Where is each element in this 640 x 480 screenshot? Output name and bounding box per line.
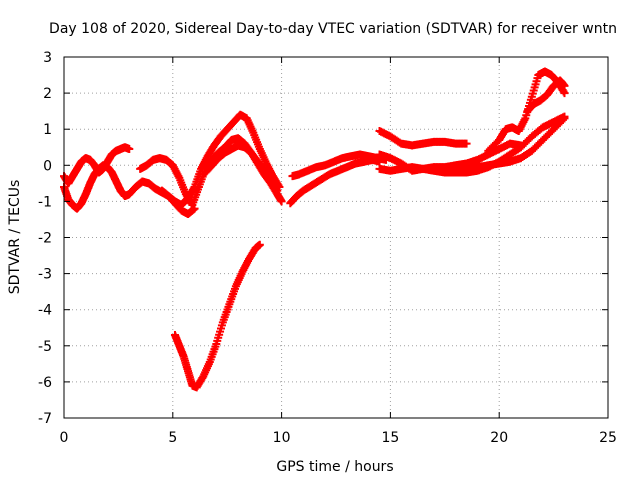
x-tick-label: 20 xyxy=(490,430,508,446)
x-tick-label: 10 xyxy=(273,430,291,446)
data-point xyxy=(462,139,471,148)
y-tick-label: -7 xyxy=(38,411,52,427)
data-points xyxy=(60,67,569,392)
y-axis-label: SDTVAR / TECUs xyxy=(7,180,23,295)
chart-title: Day 108 of 2020, Sidereal Day-to-day VTE… xyxy=(49,21,617,37)
series-arc-f xyxy=(170,240,264,392)
data-point xyxy=(560,81,569,90)
y-tick-label: 3 xyxy=(43,50,52,66)
x-tick-label: 25 xyxy=(599,430,617,446)
data-point xyxy=(255,240,264,249)
y-tick-label: -1 xyxy=(38,194,52,210)
series-arc-a xyxy=(60,143,134,188)
series-arc-e xyxy=(201,141,282,195)
series-arc-l xyxy=(451,114,569,173)
x-tick-label: 0 xyxy=(60,430,69,446)
data-point xyxy=(125,145,134,154)
x-tick-label: 15 xyxy=(381,430,399,446)
series-arc-i xyxy=(375,127,471,150)
series-arc-h xyxy=(288,150,391,181)
grid xyxy=(64,57,608,418)
data-point xyxy=(273,186,282,195)
y-tick-label: -6 xyxy=(38,375,52,391)
data-point xyxy=(558,115,567,124)
y-tick-label: -2 xyxy=(38,231,52,247)
data-point xyxy=(560,89,569,98)
x-axis: 0 5 10 15 20 25 xyxy=(60,57,617,446)
data-point xyxy=(277,197,286,206)
series-arc-n xyxy=(523,76,569,116)
y-axis: -7 -6 -5 -4 -3 -2 -1 0 1 2 3 xyxy=(38,50,608,427)
y-tick-label: -5 xyxy=(38,339,52,355)
y-tick-label: 0 xyxy=(43,158,52,174)
data-point xyxy=(560,114,569,123)
series-arc-d xyxy=(157,110,284,210)
y-tick-label: 1 xyxy=(43,122,52,138)
x-axis-label: GPS time / hours xyxy=(276,459,393,475)
y-tick-label: -4 xyxy=(38,303,52,319)
x-tick-label: 5 xyxy=(168,430,177,446)
y-tick-label: -3 xyxy=(38,267,52,283)
y-tick-label: 2 xyxy=(43,86,52,102)
